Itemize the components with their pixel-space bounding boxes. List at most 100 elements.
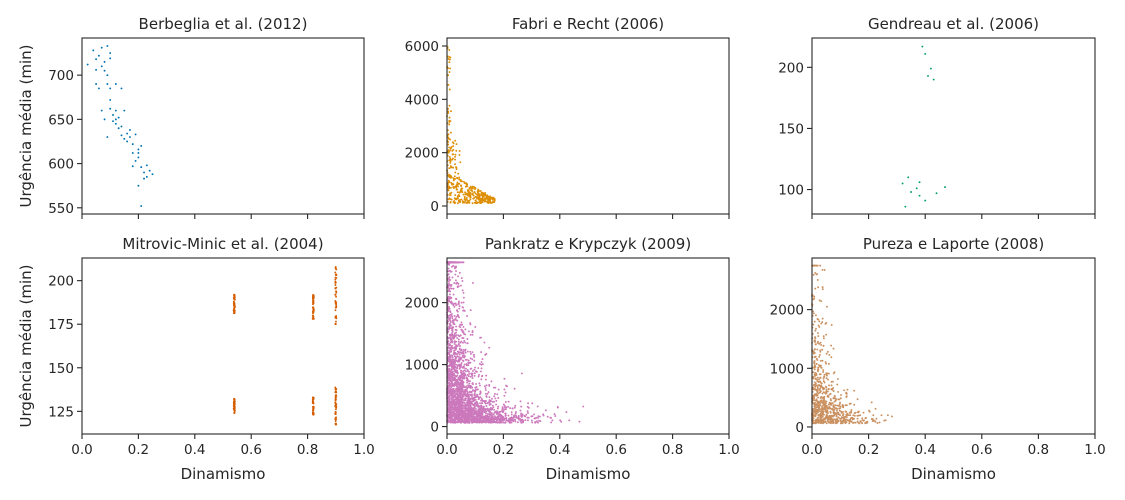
data-point	[451, 361, 454, 363]
data-point	[455, 375, 458, 378]
data-point	[493, 400, 495, 403]
data-point	[460, 406, 463, 409]
data-point	[825, 386, 828, 389]
data-point	[456, 410, 459, 412]
data-point	[819, 264, 822, 267]
data-point	[857, 421, 860, 424]
data-point	[106, 45, 109, 47]
data-point	[821, 288, 824, 291]
data-point	[842, 420, 845, 423]
data-point	[861, 417, 864, 420]
data-point	[483, 192, 486, 195]
data-point	[823, 376, 825, 378]
data-point	[335, 290, 338, 293]
data-point	[461, 385, 464, 388]
data-point	[828, 407, 831, 409]
data-point	[485, 412, 487, 415]
data-point	[822, 371, 825, 373]
data-point	[475, 386, 478, 388]
data-point	[449, 369, 452, 372]
data-point	[844, 410, 847, 413]
data-point	[817, 324, 820, 327]
data-point	[450, 358, 453, 361]
data-point	[477, 398, 480, 401]
data-point	[818, 378, 821, 381]
data-point	[100, 46, 103, 49]
data-point	[481, 358, 484, 361]
data-point	[449, 198, 452, 201]
data-point	[466, 400, 469, 403]
data-point	[471, 333, 474, 336]
data-point	[485, 416, 488, 419]
data-point	[463, 201, 465, 203]
data-point	[556, 406, 559, 408]
data-point	[816, 384, 819, 387]
data-point	[137, 152, 140, 154]
data-point	[464, 389, 467, 392]
data-point	[454, 273, 457, 276]
data-point	[449, 290, 452, 293]
data-point	[820, 401, 823, 404]
data-point	[464, 374, 467, 377]
y-axis-label-top: Urgência média (min)	[17, 45, 35, 208]
data-point	[861, 419, 864, 422]
data-point	[484, 378, 487, 381]
data-point	[233, 301, 236, 304]
data-point	[817, 366, 820, 369]
data-point	[522, 420, 525, 423]
data-point	[459, 351, 462, 354]
data-point	[497, 397, 500, 399]
data-point	[819, 373, 822, 376]
data-point	[462, 419, 465, 422]
data-point	[459, 417, 462, 420]
data-point	[829, 422, 832, 425]
data-point	[466, 386, 469, 389]
data-point	[488, 396, 491, 399]
data-point	[837, 420, 840, 423]
data-point	[832, 409, 835, 412]
data-point	[448, 277, 450, 280]
data-point	[821, 348, 824, 351]
data-point	[458, 178, 461, 181]
data-point	[924, 199, 927, 202]
data-point	[470, 406, 473, 409]
data-point	[490, 416, 493, 419]
data-point	[469, 350, 472, 353]
data-point	[502, 410, 505, 413]
data-point	[450, 287, 453, 290]
data-point	[454, 390, 456, 393]
axes-frame	[811, 257, 1096, 435]
data-point	[448, 181, 451, 184]
data-point	[463, 363, 466, 366]
data-point	[818, 355, 821, 358]
data-point	[479, 396, 482, 399]
data-point	[467, 359, 470, 362]
data-point	[468, 380, 471, 383]
data-point	[536, 420, 538, 423]
data-point	[817, 370, 819, 373]
data-point	[461, 359, 464, 362]
data-point	[516, 421, 519, 424]
data-point	[520, 414, 522, 417]
data-point	[495, 399, 498, 402]
data-point	[846, 419, 849, 422]
data-point	[455, 304, 458, 307]
data-point	[114, 83, 117, 85]
data-point	[335, 306, 337, 309]
data-point	[519, 400, 522, 403]
data-point	[447, 149, 450, 152]
data-point	[452, 186, 455, 189]
data-point	[312, 400, 315, 403]
data-point	[461, 200, 464, 203]
data-point	[477, 188, 480, 191]
data-point	[507, 420, 510, 423]
data-point	[459, 365, 462, 368]
data-point	[820, 366, 823, 369]
data-point	[884, 419, 887, 422]
data-point	[449, 194, 452, 196]
data-point	[484, 385, 486, 388]
data-point	[455, 265, 458, 268]
data-point	[120, 134, 123, 137]
data-point	[447, 267, 450, 270]
data-point	[465, 394, 468, 397]
